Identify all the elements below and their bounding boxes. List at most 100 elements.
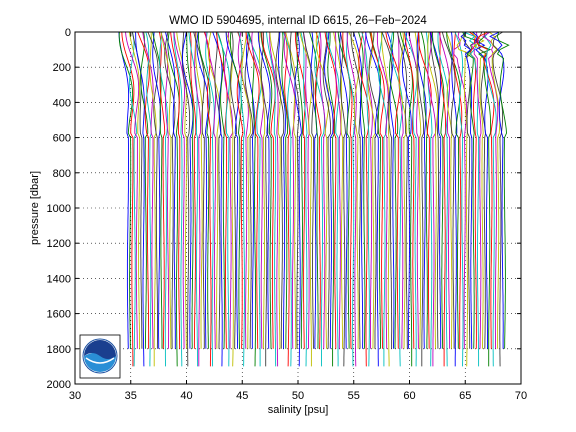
profile-line — [118, 32, 134, 349]
profile-line — [238, 32, 246, 367]
profile-line — [173, 32, 185, 349]
profile-line — [121, 32, 135, 367]
profile-line — [176, 32, 187, 349]
profile-line — [453, 32, 463, 349]
profile-line — [152, 32, 163, 349]
profile-line — [333, 32, 344, 349]
profile-line — [149, 32, 157, 367]
profile-line — [246, 32, 255, 349]
profile-line — [302, 32, 315, 349]
profile-line — [469, 32, 477, 349]
profile-line — [205, 32, 215, 367]
profile-line — [281, 32, 289, 349]
profile-line — [182, 32, 194, 349]
profile-line — [195, 32, 204, 349]
profile-line — [416, 32, 427, 349]
profile-line — [399, 32, 413, 367]
profile-line — [224, 32, 234, 349]
x-tick-label: 65 — [459, 390, 471, 402]
profile-line — [196, 32, 209, 349]
noaa-logo — [79, 334, 121, 379]
x-tick-label: 40 — [180, 390, 192, 402]
profile-line — [225, 32, 234, 367]
profile-line — [339, 32, 346, 367]
series-layer — [118, 32, 510, 367]
profile-line — [327, 32, 336, 367]
profile-line — [266, 32, 277, 367]
profile-line — [296, 32, 304, 349]
profile-line — [214, 32, 222, 349]
profile-line — [496, 32, 510, 349]
profile-line — [456, 32, 473, 367]
profile-line — [217, 32, 225, 349]
x-tick-label: 60 — [403, 390, 415, 402]
profile-line — [404, 32, 418, 367]
profile-line — [194, 32, 201, 367]
profile-line — [181, 32, 191, 367]
profile-line — [170, 32, 181, 349]
profile-line — [462, 32, 479, 349]
profile-line — [365, 32, 381, 367]
profile-line — [364, 32, 373, 349]
profile-line — [322, 32, 332, 349]
profile-line — [324, 32, 334, 349]
profile-line — [283, 32, 291, 367]
profile-line — [370, 32, 385, 349]
profile-line — [229, 32, 242, 349]
profile-line — [482, 32, 499, 349]
profile-line — [282, 32, 292, 367]
profile-line — [346, 32, 357, 367]
profile-line — [346, 32, 356, 367]
profile-line — [140, 32, 149, 349]
x-tick-label: 45 — [236, 390, 248, 402]
x-tick-label: 50 — [292, 390, 304, 402]
profile-line — [337, 32, 351, 349]
profile-line — [257, 32, 271, 349]
profile-line — [158, 32, 166, 349]
profile-line — [314, 32, 322, 349]
profile-line — [489, 32, 501, 349]
profile-line — [203, 32, 212, 367]
profile-line — [445, 32, 453, 349]
profile-line — [128, 32, 141, 349]
profile-line — [396, 32, 408, 349]
y-tick-label: 200 — [53, 62, 71, 74]
profile-line — [236, 32, 244, 349]
profile-line — [414, 32, 422, 349]
profile-line — [278, 32, 286, 349]
profile-line — [167, 32, 180, 367]
profile-line — [118, 32, 130, 349]
profile-line — [339, 32, 349, 349]
profile-line — [310, 32, 318, 349]
profile-line — [260, 32, 273, 349]
profile-line — [446, 32, 461, 349]
profile-line — [125, 32, 140, 349]
profile-line — [251, 32, 265, 349]
profile-line — [408, 32, 419, 349]
profile-line — [245, 32, 260, 349]
profile-line — [244, 32, 254, 349]
profile-line — [241, 32, 252, 349]
profile-line — [294, 32, 306, 349]
profile-line — [189, 32, 197, 349]
profile-line — [198, 32, 211, 349]
profile-line — [299, 32, 313, 367]
profile-line — [453, 32, 468, 349]
profile-line — [260, 32, 269, 367]
profile-line — [145, 32, 152, 367]
x-tick-label: 30 — [69, 390, 81, 402]
profile-line — [275, 32, 285, 349]
profile-line — [484, 32, 497, 367]
y-tick-label: 400 — [53, 97, 71, 109]
profile-line — [427, 32, 438, 349]
profile-line — [475, 32, 488, 349]
profile-line — [129, 32, 138, 367]
y-tick-label: 1800 — [47, 344, 71, 356]
profile-line — [390, 32, 403, 367]
profile-line — [302, 32, 310, 349]
profile-line — [173, 32, 183, 367]
x-tick-label: 35 — [125, 390, 137, 402]
profile-line — [369, 32, 381, 349]
profile-line — [425, 32, 433, 367]
profile-line — [137, 32, 150, 349]
